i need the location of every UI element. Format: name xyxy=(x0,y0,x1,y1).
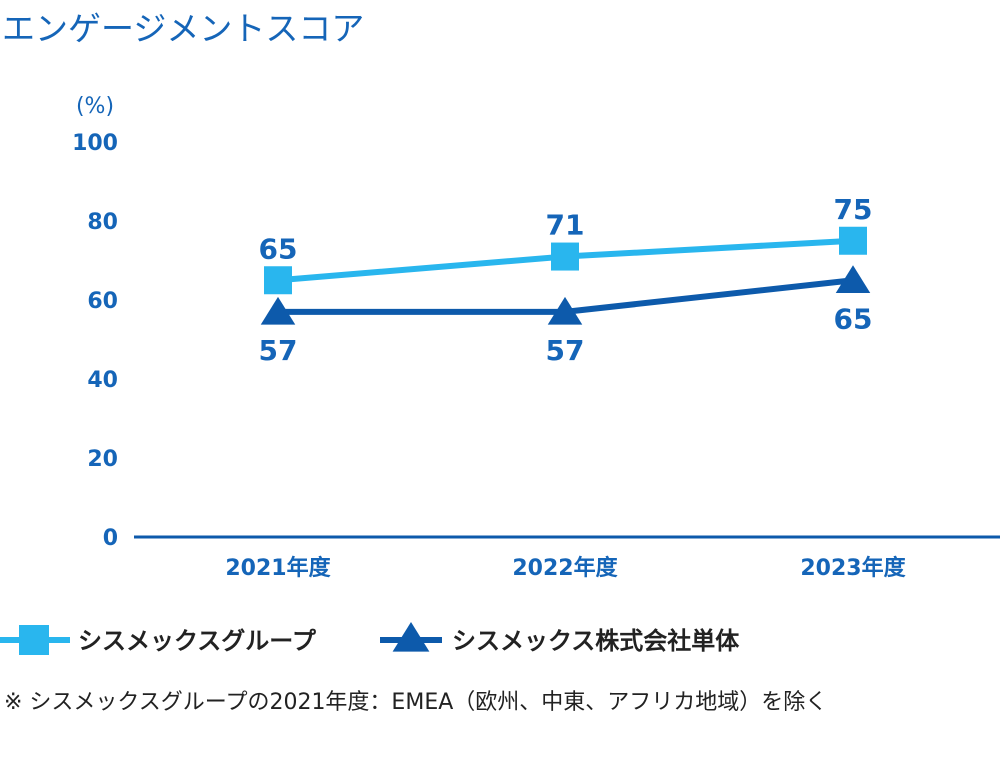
y-tick-label: 100 xyxy=(72,131,118,156)
legend-square-marker xyxy=(19,625,49,655)
y-axis: (%) 0 20 40 60 80 100 xyxy=(72,94,118,551)
y-tick-label: 40 xyxy=(87,368,118,393)
legend: シスメックスグループ シスメックス株式会社単体 xyxy=(0,622,740,655)
x-tick-label: 2023年度 xyxy=(800,555,906,581)
data-label: 71 xyxy=(546,209,585,242)
data-point-square xyxy=(264,266,292,295)
y-tick-label: 0 xyxy=(103,526,118,551)
footnote: ※ シスメックスグループの2021年度：EMEA（欧州、中東、アフリカ地域）を除… xyxy=(4,690,828,715)
legend-label: シスメックスグループ xyxy=(78,627,317,655)
y-tick-label: 60 xyxy=(87,289,118,314)
legend-triangle-marker xyxy=(392,622,430,652)
y-tick-label: 20 xyxy=(87,447,118,472)
series-layer: 65 71 75 57 57 65 xyxy=(259,193,873,367)
data-label: 57 xyxy=(259,334,298,367)
data-label: 57 xyxy=(546,334,585,367)
data-point-triangle xyxy=(835,265,871,293)
legend-label: シスメックス株式会社単体 xyxy=(452,627,740,655)
x-axis: 2021年度 2022年度 2023年度 xyxy=(134,535,1000,581)
y-unit-label: (%) xyxy=(76,94,114,119)
data-label: 65 xyxy=(834,302,873,335)
y-tick-label: 80 xyxy=(87,210,118,235)
data-point-triangle xyxy=(260,296,296,325)
chart-title: エンゲージメントスコア xyxy=(2,9,365,48)
data-label: 75 xyxy=(834,193,873,226)
data-point-triangle xyxy=(547,296,583,325)
x-tick-label: 2022年度 xyxy=(512,555,618,581)
x-tick-label: 2021年度 xyxy=(225,555,331,581)
data-point-square xyxy=(839,226,867,255)
data-point-square xyxy=(551,242,579,271)
data-label: 65 xyxy=(259,232,298,265)
